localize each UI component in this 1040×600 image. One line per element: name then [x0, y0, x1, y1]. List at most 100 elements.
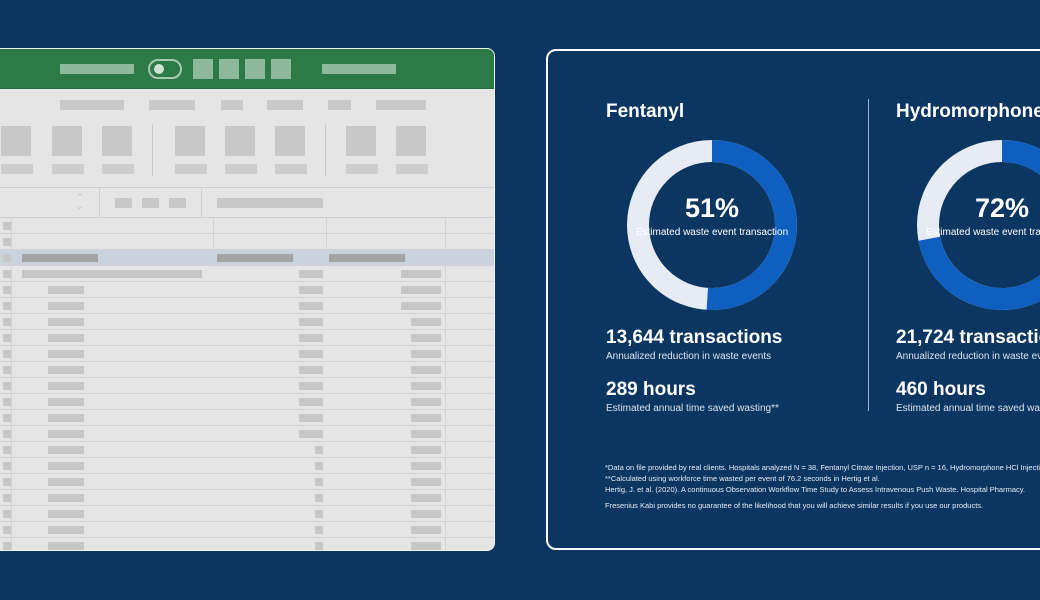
cell-placeholder[interactable] — [329, 254, 405, 262]
ribbon-icon[interactable] — [396, 126, 426, 156]
formula-confirm-icon[interactable] — [142, 198, 159, 208]
table-row[interactable] — [0, 282, 494, 298]
cell-placeholder[interactable] — [299, 350, 323, 358]
cell-placeholder[interactable] — [401, 286, 441, 294]
cell-placeholder[interactable] — [315, 510, 323, 518]
cell-placeholder[interactable] — [315, 542, 323, 550]
ribbon-icon[interactable] — [1, 126, 31, 156]
tab-placeholder[interactable] — [221, 100, 243, 110]
row-header[interactable] — [3, 334, 11, 342]
cell-placeholder[interactable] — [22, 254, 98, 262]
cell-placeholder[interactable] — [411, 510, 441, 518]
cell-placeholder[interactable] — [48, 510, 84, 518]
ribbon-icon[interactable] — [275, 126, 305, 156]
table-row[interactable] — [0, 298, 494, 314]
cell-placeholder[interactable] — [411, 350, 441, 358]
ribbon-icon[interactable] — [52, 126, 82, 156]
cell-placeholder[interactable] — [48, 318, 84, 326]
row-header[interactable] — [3, 302, 11, 310]
cell-placeholder[interactable] — [48, 302, 84, 310]
row-header[interactable] — [3, 462, 11, 470]
ribbon-icon[interactable] — [175, 126, 205, 156]
formula-input[interactable] — [217, 198, 323, 208]
cell-placeholder[interactable] — [22, 270, 202, 278]
cell-placeholder[interactable] — [411, 462, 441, 470]
cell-placeholder[interactable] — [411, 318, 441, 326]
cell-placeholder[interactable] — [411, 334, 441, 342]
tab-placeholder[interactable] — [60, 100, 124, 110]
cell-placeholder[interactable] — [411, 446, 441, 454]
cell-placeholder[interactable] — [411, 494, 441, 502]
cell-placeholder[interactable] — [315, 446, 323, 454]
tab-placeholder[interactable] — [267, 100, 303, 110]
cell-placeholder[interactable] — [48, 542, 84, 550]
save-icon[interactable] — [193, 59, 213, 79]
cell-placeholder[interactable] — [299, 334, 323, 342]
row-header[interactable] — [3, 318, 11, 326]
table-row[interactable] — [0, 410, 494, 426]
cell-placeholder[interactable] — [401, 270, 441, 278]
table-row[interactable] — [0, 266, 494, 282]
cell-placeholder[interactable] — [48, 366, 84, 374]
row-header[interactable] — [3, 270, 11, 278]
cell-placeholder[interactable] — [48, 446, 84, 454]
cell-placeholder[interactable] — [48, 398, 84, 406]
cell-placeholder[interactable] — [299, 318, 323, 326]
ribbon-icon[interactable] — [225, 126, 255, 156]
cell-placeholder[interactable] — [411, 478, 441, 486]
table-row[interactable] — [0, 362, 494, 378]
cell-placeholder[interactable] — [48, 334, 84, 342]
table-row[interactable] — [0, 426, 494, 442]
table-row[interactable] — [0, 442, 494, 458]
table-row[interactable] — [0, 378, 494, 394]
table-row[interactable] — [0, 506, 494, 522]
row-header[interactable] — [3, 494, 11, 502]
row-header[interactable] — [3, 430, 11, 438]
cell-placeholder[interactable] — [48, 478, 84, 486]
cell-placeholder[interactable] — [299, 270, 323, 278]
autosave-toggle[interactable] — [148, 59, 182, 79]
table-row[interactable] — [0, 474, 494, 490]
cell-placeholder[interactable] — [411, 398, 441, 406]
table-row[interactable] — [0, 314, 494, 330]
formula-function-icon[interactable] — [169, 198, 186, 208]
cell-placeholder[interactable] — [411, 526, 441, 534]
cell-placeholder[interactable] — [48, 494, 84, 502]
cell-placeholder[interactable] — [411, 366, 441, 374]
tab-placeholder[interactable] — [328, 100, 351, 110]
table-row[interactable] — [0, 234, 494, 250]
ribbon-icon[interactable] — [346, 126, 376, 156]
cell-placeholder[interactable] — [299, 366, 323, 374]
cell-placeholder[interactable] — [315, 462, 323, 470]
cell-placeholder[interactable] — [315, 478, 323, 486]
cell-placeholder[interactable] — [299, 398, 323, 406]
table-row[interactable] — [0, 458, 494, 474]
table-row[interactable] — [0, 346, 494, 362]
cell-placeholder[interactable] — [401, 302, 441, 310]
row-header[interactable] — [3, 478, 11, 486]
cell-placeholder[interactable] — [48, 350, 84, 358]
name-box[interactable] — [0, 198, 71, 208]
customize-icon[interactable] — [271, 59, 291, 79]
row-header[interactable] — [3, 366, 11, 374]
table-row[interactable] — [0, 218, 494, 234]
cell-placeholder[interactable] — [48, 462, 84, 470]
cell-placeholder[interactable] — [48, 414, 84, 422]
redo-icon[interactable] — [245, 59, 265, 79]
table-row[interactable] — [0, 538, 494, 550]
table-row[interactable] — [0, 250, 494, 266]
cell-placeholder[interactable] — [48, 382, 84, 390]
cell-placeholder[interactable] — [48, 286, 84, 294]
cell-placeholder[interactable] — [411, 542, 441, 550]
table-row[interactable] — [0, 490, 494, 506]
cell-placeholder[interactable] — [299, 382, 323, 390]
table-row[interactable] — [0, 330, 494, 346]
row-header[interactable] — [3, 526, 11, 534]
row-header[interactable] — [3, 238, 11, 246]
cell-placeholder[interactable] — [299, 414, 323, 422]
cell-grid[interactable] — [0, 218, 494, 550]
cell-placeholder[interactable] — [299, 286, 323, 294]
row-header[interactable] — [3, 510, 11, 518]
row-header[interactable] — [3, 382, 11, 390]
ribbon-icon[interactable] — [102, 126, 132, 156]
